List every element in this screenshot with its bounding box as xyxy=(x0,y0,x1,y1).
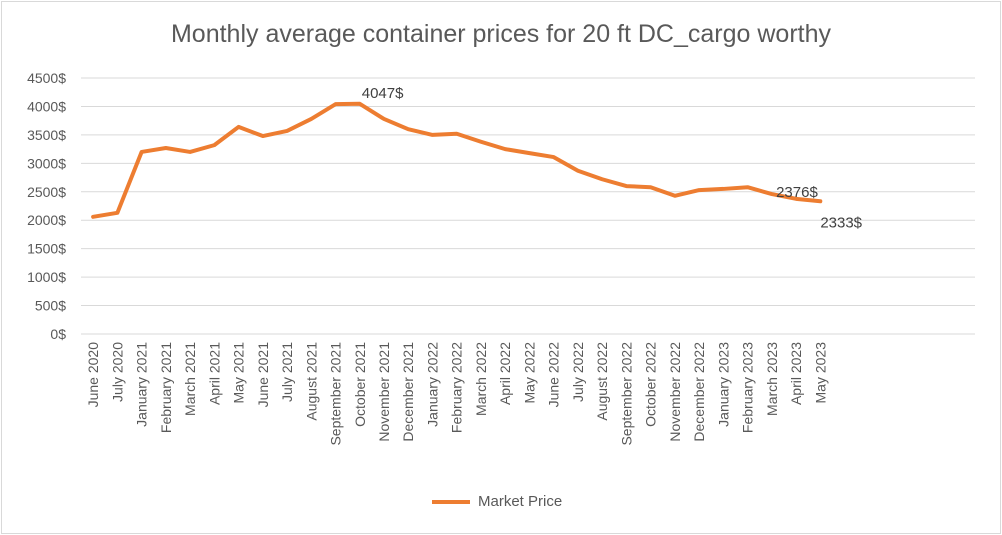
x-tick-label: March 2022 xyxy=(473,342,489,416)
y-tick-label: 4500$ xyxy=(27,70,66,86)
series-line xyxy=(91,101,823,219)
x-tick-label: April 2022 xyxy=(497,342,513,405)
x-tick-label: April 2021 xyxy=(206,342,222,405)
x-tick-label: October 2021 xyxy=(352,342,368,427)
x-tick-label: March 2021 xyxy=(182,342,198,416)
y-tick-label: 4000$ xyxy=(27,98,66,114)
x-tick-label: August 2022 xyxy=(594,342,610,421)
x-tick-label: July 2021 xyxy=(279,342,295,402)
x-tick-label: May 2022 xyxy=(521,342,537,404)
x-tick-label: July 2020 xyxy=(109,342,125,402)
x-tick-label: November 2021 xyxy=(376,342,392,442)
data-label: 4047$ xyxy=(362,85,404,102)
y-tick-label: 3500$ xyxy=(27,127,66,143)
y-tick-label: 3000$ xyxy=(27,155,66,171)
y-tick-label: 1500$ xyxy=(27,241,66,257)
x-tick-label: December 2022 xyxy=(691,342,707,442)
legend: Market Price xyxy=(432,493,562,510)
x-tick-label: September 2022 xyxy=(618,342,634,446)
x-tick-label: June 2021 xyxy=(255,342,271,408)
data-label: 2376$ xyxy=(776,184,818,201)
x-tick-label: December 2021 xyxy=(400,342,416,442)
chart-title: Monthly average container prices for 20 … xyxy=(170,20,832,48)
legend-label: Market Price xyxy=(478,493,563,510)
x-tick-label: July 2022 xyxy=(570,342,586,402)
x-tick-label: June 2022 xyxy=(546,342,562,408)
x-tick-label: May 2023 xyxy=(812,342,828,404)
x-tick-label: November 2022 xyxy=(667,342,683,442)
y-tick-label: 500$ xyxy=(35,298,66,314)
x-tick-label: February 2022 xyxy=(449,342,465,433)
x-tick-label: February 2023 xyxy=(740,342,756,433)
x-tick-label: January 2023 xyxy=(715,342,731,427)
y-tick-label: 1000$ xyxy=(27,269,66,285)
data-label: 2333$ xyxy=(820,214,862,231)
x-tick-label: March 2023 xyxy=(764,342,780,416)
x-tick-label: February 2021 xyxy=(158,342,174,433)
x-tick-label: September 2021 xyxy=(328,342,344,446)
x-tick-label: April 2023 xyxy=(788,342,804,405)
x-tick-label: June 2020 xyxy=(85,342,101,408)
x-tick-label: October 2022 xyxy=(643,342,659,427)
x-tick-label: August 2021 xyxy=(303,342,319,421)
y-tick-label: 2500$ xyxy=(27,184,66,200)
y-tick-label: 0$ xyxy=(50,326,66,342)
x-tick-label: January 2021 xyxy=(134,342,150,427)
y-tick-label: 2000$ xyxy=(27,212,66,228)
x-tick-label: May 2021 xyxy=(231,342,247,404)
legend-swatch xyxy=(432,499,470,504)
x-tick-label: January 2022 xyxy=(424,342,440,427)
